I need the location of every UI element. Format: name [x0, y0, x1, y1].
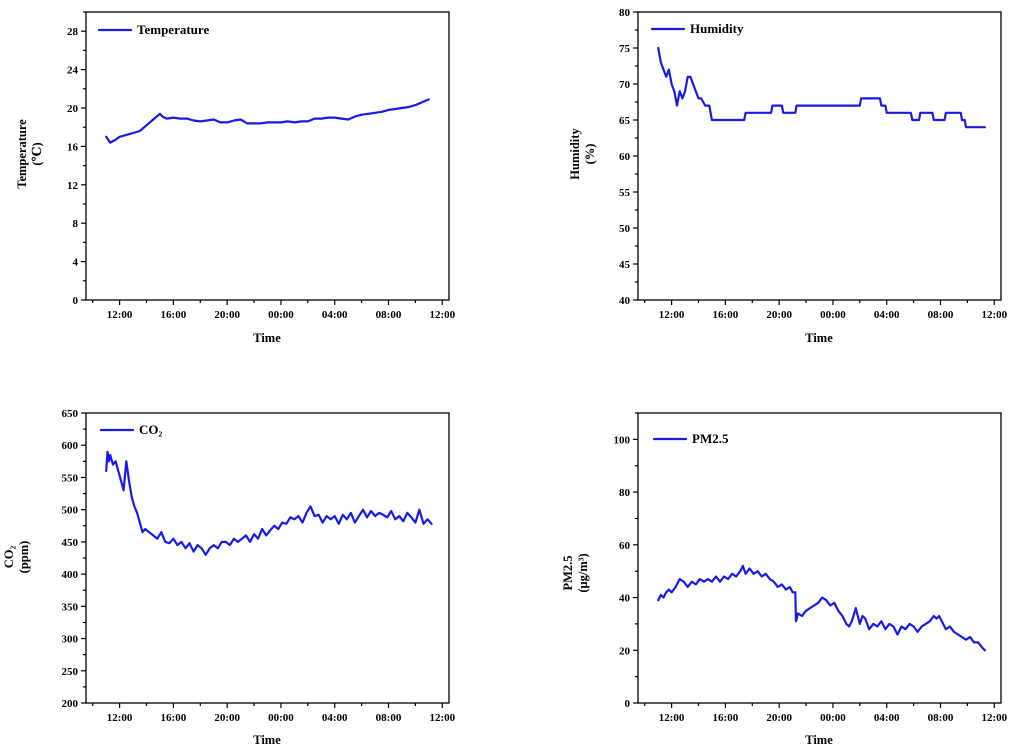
y-tick-label-co2: 250 [62, 666, 79, 678]
x-tick-label-humidity: 16:00 [713, 309, 739, 321]
pm25-chart: PM2.5 Time PM2.5 (μg/m³) 0 20 40 60 80 100 12:… [561, 412, 1008, 747]
y-tick-label-co2: 500 [62, 505, 79, 517]
y-tick-label-pm25: 20 [619, 645, 631, 657]
y-tick-label-co2: 300 [62, 634, 79, 646]
legend-label-co2: CO₂ [139, 422, 163, 437]
x-tick-label-humidity: 12:00 [659, 309, 685, 321]
x-tick-label-temperature: 00:00 [268, 309, 294, 321]
x-tick-label-pm25: 12:00 [659, 712, 685, 724]
x-axis-label-co2: Time [253, 733, 281, 747]
y-tick-label-humidity: 55 [619, 187, 631, 199]
legend-label-pm25: PM2.5 [692, 431, 729, 446]
y-tick-label-temperature: 16 [67, 141, 79, 153]
x-tick-label-co2: 04:00 [322, 712, 348, 724]
x-tick-label-temperature: 12:00 [429, 309, 455, 321]
x-tick-label-temperature: 16:00 [161, 309, 187, 321]
x-tick-label-pm25: 04:00 [874, 712, 900, 724]
y-tick-label-co2: 550 [62, 472, 79, 484]
y-tick-label-pm25: 0 [625, 698, 631, 710]
y-tick-label-humidity: 50 [619, 223, 631, 235]
y-tick-label-co2: 600 [62, 440, 79, 452]
x-tick-label-co2: 12:00 [107, 712, 133, 724]
y-tick-label-co2: 400 [62, 569, 79, 581]
y-tick-label-co2: 200 [62, 698, 79, 710]
series-line-humidity [657, 46, 987, 129]
plot-frame-pm25 [637, 412, 1002, 704]
y-tick-label-humidity: 75 [619, 43, 631, 55]
x-tick-label-co2: 16:00 [161, 712, 187, 724]
y-tick-label-temperature: 20 [67, 103, 79, 115]
y-axis-label-pm25: PM2.5 [561, 555, 575, 590]
x-tick-label-pm25: 12:00 [981, 712, 1007, 724]
x-tick-label-humidity: 04:00 [874, 309, 900, 321]
x-tick-label-co2: 08:00 [376, 712, 402, 724]
plot-frame-co2 [85, 412, 450, 704]
y-axis-unit-co2: (ppm) [17, 541, 31, 574]
y-tick-label-temperature: 28 [67, 26, 79, 38]
y-tick-label-humidity: 40 [619, 295, 631, 307]
y-axis-label-humidity: Humidity [568, 128, 582, 180]
x-tick-label-co2: 12:00 [429, 712, 455, 724]
legend-label-humidity: Humidity [690, 21, 744, 36]
co2-chart: CO₂ Time CO₂ (ppm) 200 250 300 350 400 450 500… [2, 408, 456, 747]
y-tick-label-pm25: 60 [619, 540, 631, 552]
x-tick-label-pm25: 00:00 [820, 712, 846, 724]
y-tick-label-temperature: 24 [67, 65, 79, 77]
x-tick-label-pm25: 08:00 [928, 712, 954, 724]
plot-frame-temperature [85, 11, 450, 301]
y-tick-label-humidity: 60 [619, 151, 631, 163]
plot-frame-humidity [637, 11, 1002, 301]
legend-label-temperature: Temperature [137, 22, 209, 37]
y-tick-label-temperature: 12 [67, 180, 79, 192]
x-axis-label-pm25: Time [805, 733, 833, 747]
y-axis-label-temperature: Temperature [15, 119, 29, 189]
x-tick-label-temperature: 12:00 [107, 309, 133, 321]
y-tick-label-humidity: 45 [619, 259, 631, 271]
temperature-chart: Temperature Time Temperature (℃) 0 4 8 12 16… [15, 11, 456, 345]
x-axis-label-humidity: Time [805, 331, 833, 345]
x-tick-label-humidity: 08:00 [928, 309, 954, 321]
x-tick-label-co2: 00:00 [268, 712, 294, 724]
y-axis-unit-humidity: (%) [583, 144, 597, 165]
x-tick-label-humidity: 20:00 [766, 309, 792, 321]
x-tick-label-temperature: 04:00 [322, 309, 348, 321]
y-tick-label-pm25: 40 [619, 593, 631, 605]
y-axis-unit-pm25: (μg/m³) [576, 553, 590, 592]
y-tick-label-co2: 350 [62, 601, 79, 613]
y-tick-label-co2: 650 [62, 408, 79, 420]
x-tick-label-pm25: 16:00 [713, 712, 739, 724]
x-tick-label-pm25: 20:00 [766, 712, 792, 724]
y-tick-label-temperature: 8 [73, 218, 79, 230]
y-tick-label-pm25: 100 [614, 434, 631, 446]
x-tick-label-humidity: 00:00 [820, 309, 846, 321]
x-tick-label-humidity: 12:00 [981, 309, 1007, 321]
y-axis-label-co2: CO₂ [2, 546, 16, 569]
y-tick-label-co2: 450 [62, 537, 79, 549]
series-line-temperature [105, 98, 430, 144]
series-line-pm25 [657, 564, 987, 652]
y-tick-label-temperature: 4 [73, 257, 79, 269]
x-axis-label-temperature: Time [253, 331, 281, 345]
humidity-chart: Humidity Time Humidity (%) 40 45 50 55 60 65 7… [568, 7, 1008, 345]
series-line-co2 [105, 450, 433, 556]
y-tick-label-humidity: 80 [619, 7, 631, 19]
y-axis-unit-temperature: (℃) [30, 142, 44, 165]
x-tick-label-temperature: 20:00 [214, 309, 240, 321]
x-tick-label-temperature: 08:00 [376, 309, 402, 321]
x-tick-label-co2: 20:00 [214, 712, 240, 724]
y-tick-label-pm25: 80 [619, 487, 631, 499]
y-tick-label-humidity: 65 [619, 115, 631, 127]
y-tick-label-humidity: 70 [619, 79, 631, 91]
y-tick-label-temperature: 0 [73, 295, 79, 307]
